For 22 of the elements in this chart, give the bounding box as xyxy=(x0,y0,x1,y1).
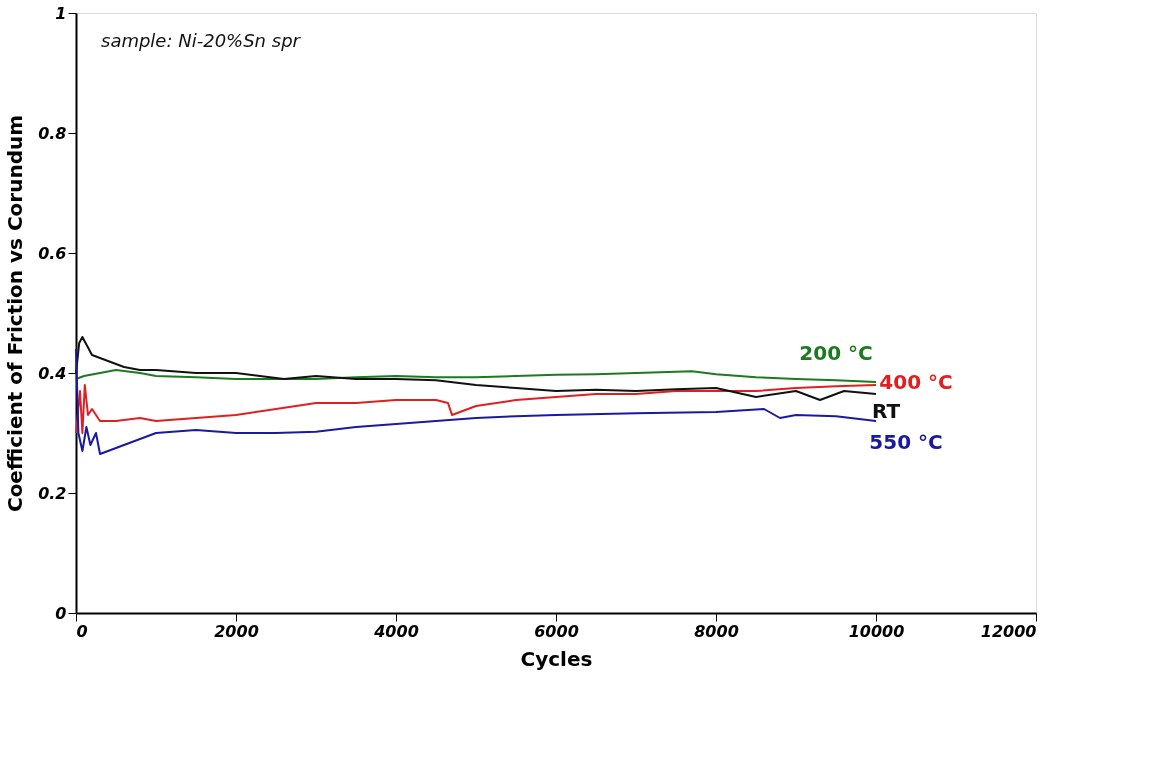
line-series xyxy=(75,369,877,383)
x-tick-label: 8000 xyxy=(694,621,739,641)
y-tick-label: 1 xyxy=(55,3,67,23)
y-tick-label: 0.2 xyxy=(38,483,67,503)
y-tick-label: 0.8 xyxy=(38,123,67,143)
y-axis-title: Coefficient of Friction vs Corundum xyxy=(3,114,28,513)
x-tick-label: 2000 xyxy=(214,621,259,641)
x-tick-label: 10000 xyxy=(848,621,905,641)
line-series xyxy=(75,336,877,401)
series-label: 200 °C xyxy=(799,341,873,365)
x-axis-title: Cycles xyxy=(520,646,593,671)
series-label: RT xyxy=(871,399,901,423)
y-tick-label: 0.6 xyxy=(38,243,67,263)
y-tick-label: 0.4 xyxy=(38,363,67,383)
annotation: sample: Ni-20%Sn spr xyxy=(101,30,302,51)
y-tick-label: 0 xyxy=(55,603,67,623)
x-tick-label: 12000 xyxy=(980,621,1037,641)
x-tick-label: 6000 xyxy=(534,621,579,641)
x-tick-label: 0 xyxy=(76,621,88,641)
series-label: 550 °C xyxy=(869,430,943,454)
x-tick-label: 4000 xyxy=(373,621,419,641)
series-label: 400 °C xyxy=(879,370,953,394)
